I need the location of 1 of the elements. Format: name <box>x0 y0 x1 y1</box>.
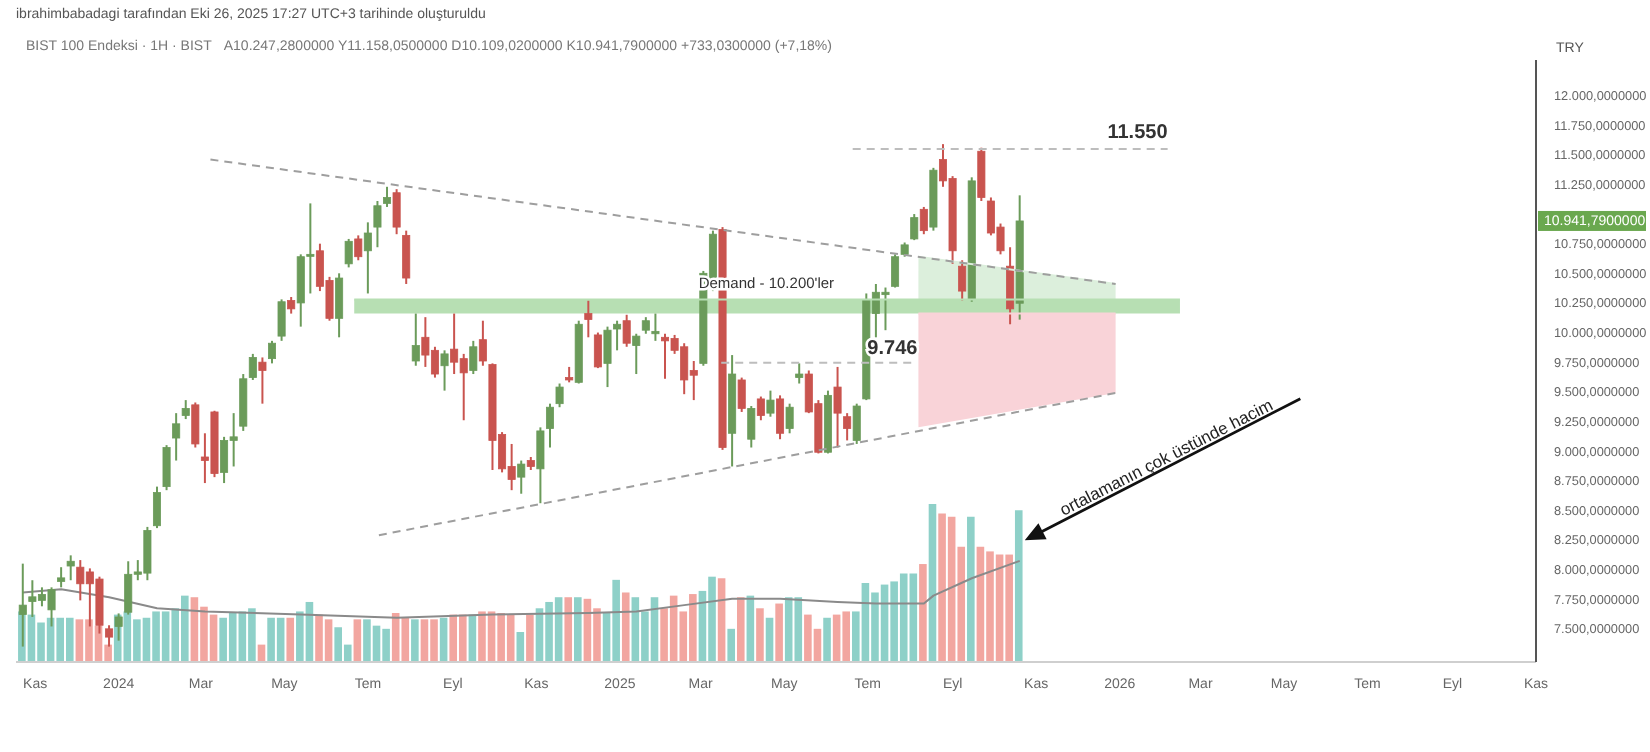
annotation: 11.550 <box>1107 122 1169 145</box>
